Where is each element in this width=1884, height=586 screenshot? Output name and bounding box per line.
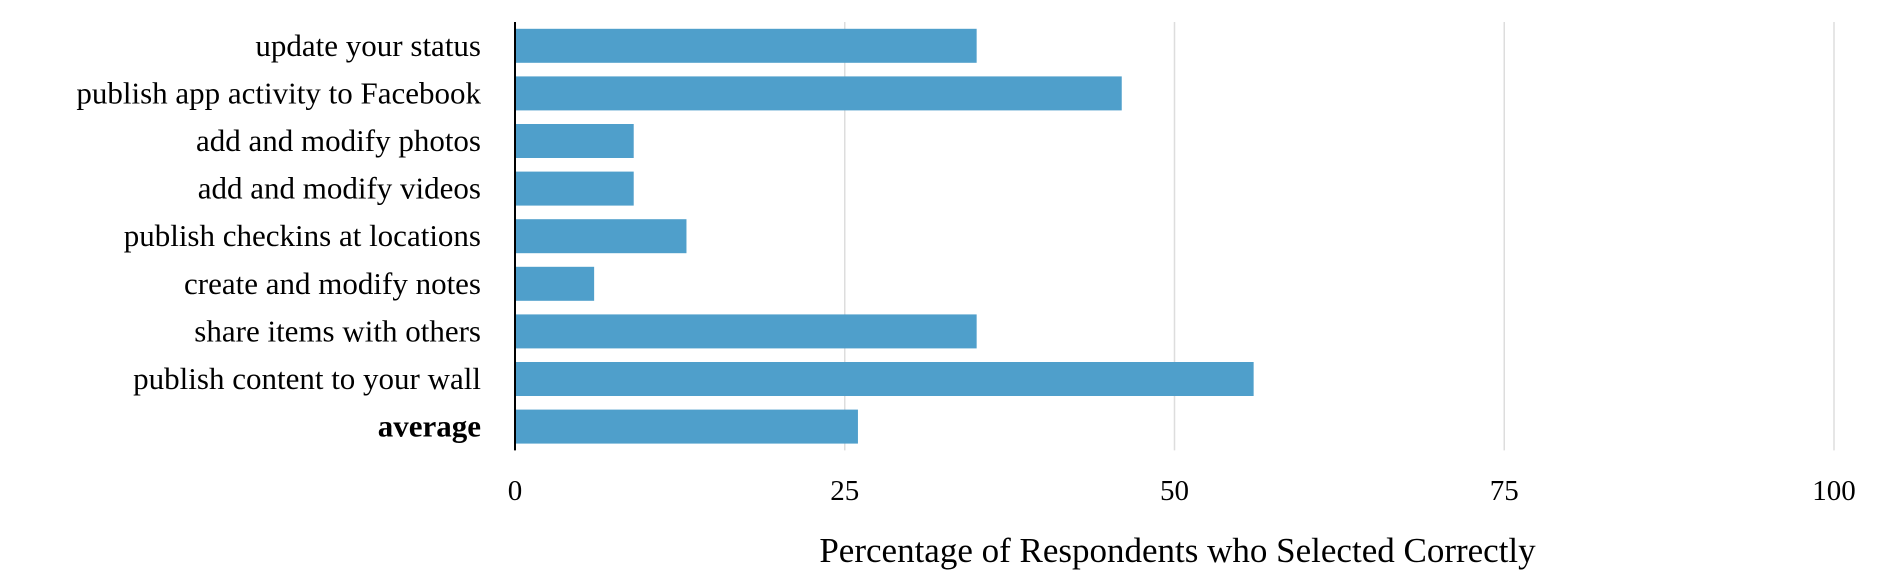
category-label: update your status (255, 28, 481, 63)
category-label: add and modify videos (198, 171, 481, 206)
x-axis-title: Percentage of Respondents who Selected C… (819, 531, 1536, 570)
bar (515, 124, 634, 158)
x-tick-labels: 0 25 50 75 100 (508, 475, 1856, 507)
x-tick-label: 50 (1160, 475, 1189, 507)
bar (515, 28, 977, 63)
bar (515, 409, 858, 444)
x-tick-label: 100 (1812, 475, 1856, 507)
category-label: publish content to your wall (133, 361, 481, 396)
category-label: add and modify photos (196, 123, 481, 158)
x-tick-label: 75 (1490, 475, 1519, 507)
category-label: create and modify notes (184, 266, 481, 301)
bar (515, 76, 1122, 111)
bar (515, 314, 977, 349)
x-tick-label: 25 (830, 475, 859, 507)
x-tick-label: 0 (508, 475, 523, 507)
bar (515, 362, 1254, 396)
category-label: average (378, 409, 481, 444)
category-labels: update your status publish app activity t… (76, 28, 481, 444)
category-label: publish checkins at locations (124, 218, 481, 253)
bar (515, 219, 687, 254)
bars (515, 28, 1254, 444)
category-label: share items with others (194, 313, 481, 348)
bar (515, 266, 595, 301)
category-label: publish app activity to Facebook (76, 75, 481, 110)
bar (515, 171, 634, 206)
